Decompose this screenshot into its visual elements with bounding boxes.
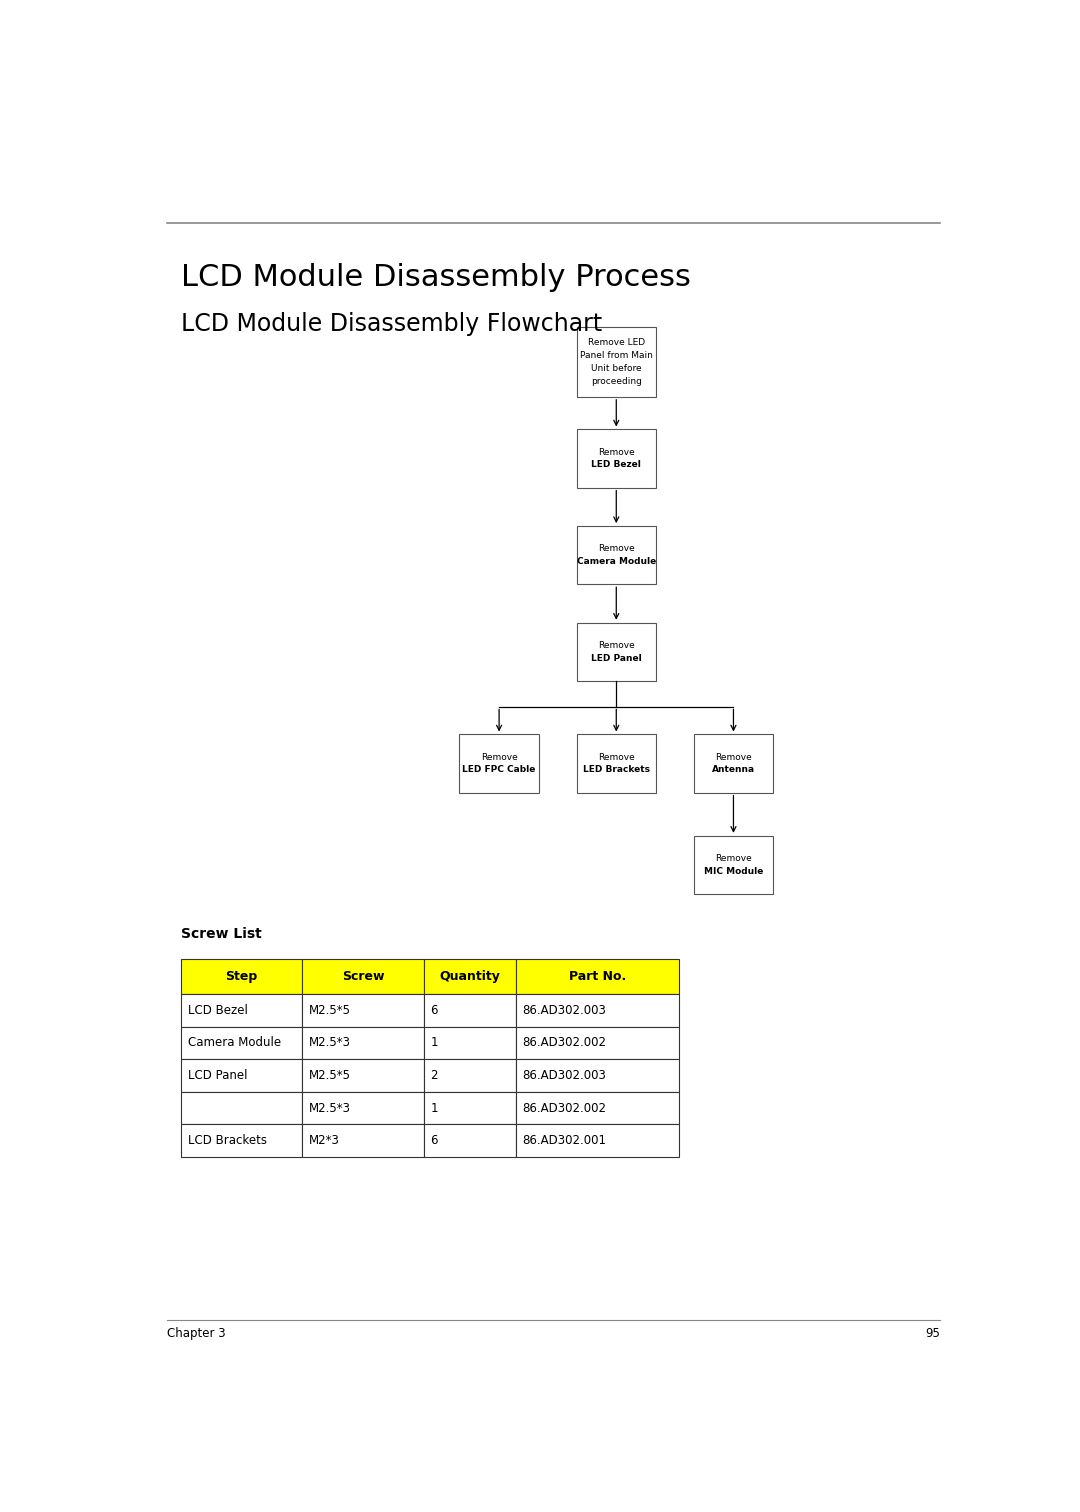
Bar xyxy=(423,993,516,1027)
Text: Antenna: Antenna xyxy=(712,765,755,774)
Bar xyxy=(302,959,423,993)
Text: Quantity: Quantity xyxy=(440,971,500,983)
Bar xyxy=(423,1060,516,1092)
Text: proceeding: proceeding xyxy=(591,376,642,386)
Bar xyxy=(516,1125,679,1157)
Text: 6: 6 xyxy=(431,1134,438,1148)
Text: 86.AD302.002: 86.AD302.002 xyxy=(523,1037,607,1049)
Text: 86.AD302.003: 86.AD302.003 xyxy=(523,1004,606,1018)
Bar xyxy=(577,526,656,584)
Bar xyxy=(302,1060,423,1092)
Bar xyxy=(516,1092,679,1125)
Text: MIC Module: MIC Module xyxy=(704,866,764,875)
Text: Remove: Remove xyxy=(481,753,517,762)
Text: Part No.: Part No. xyxy=(569,971,626,983)
Text: Screw: Screw xyxy=(342,971,384,983)
Bar xyxy=(423,1027,516,1060)
Text: 86.AD302.001: 86.AD302.001 xyxy=(523,1134,607,1148)
Bar xyxy=(423,1092,516,1125)
Bar xyxy=(423,1125,516,1157)
Text: LCD Module Disassembly Process: LCD Module Disassembly Process xyxy=(181,263,691,292)
Bar xyxy=(693,836,773,894)
Text: Panel from Main: Panel from Main xyxy=(580,351,652,360)
Bar xyxy=(577,327,656,396)
Text: Chapter 3: Chapter 3 xyxy=(166,1328,226,1340)
Bar xyxy=(516,1027,679,1060)
Bar xyxy=(577,623,656,680)
Bar xyxy=(181,1092,302,1125)
Text: Remove: Remove xyxy=(598,753,635,762)
Text: M2.5*5: M2.5*5 xyxy=(309,1069,351,1083)
Bar xyxy=(181,1027,302,1060)
Bar xyxy=(181,1060,302,1092)
Text: Screw List: Screw List xyxy=(181,927,261,940)
Bar xyxy=(459,735,539,792)
Text: 2: 2 xyxy=(431,1069,438,1083)
Text: LCD Module Disassembly Flowchart: LCD Module Disassembly Flowchart xyxy=(181,311,603,336)
Text: M2.5*5: M2.5*5 xyxy=(309,1004,351,1018)
Text: M2.5*3: M2.5*3 xyxy=(309,1102,351,1114)
Text: M2.5*3: M2.5*3 xyxy=(309,1037,351,1049)
Text: M2*3: M2*3 xyxy=(309,1134,340,1148)
Text: Camera Module: Camera Module xyxy=(188,1037,281,1049)
Text: Remove: Remove xyxy=(598,641,635,650)
Text: 1: 1 xyxy=(431,1102,438,1114)
Bar xyxy=(516,1060,679,1092)
Text: LCD Bezel: LCD Bezel xyxy=(188,1004,247,1018)
Text: 86.AD302.003: 86.AD302.003 xyxy=(523,1069,606,1083)
Bar xyxy=(302,993,423,1027)
Text: Remove: Remove xyxy=(715,753,752,762)
Text: 95: 95 xyxy=(926,1328,941,1340)
Text: 86.AD302.002: 86.AD302.002 xyxy=(523,1102,607,1114)
Bar xyxy=(516,993,679,1027)
Text: Remove: Remove xyxy=(598,544,635,553)
Text: LED FPC Cable: LED FPC Cable xyxy=(462,765,536,774)
Bar xyxy=(181,959,302,993)
Text: Remove LED: Remove LED xyxy=(588,339,645,348)
Bar xyxy=(181,993,302,1027)
Text: LCD Panel: LCD Panel xyxy=(188,1069,247,1083)
Text: Unit before: Unit before xyxy=(591,364,642,373)
Bar xyxy=(423,959,516,993)
Text: Remove: Remove xyxy=(715,854,752,863)
Bar xyxy=(302,1092,423,1125)
Text: LCD Brackets: LCD Brackets xyxy=(188,1134,267,1148)
Text: LED Bezel: LED Bezel xyxy=(592,461,642,469)
Text: 6: 6 xyxy=(431,1004,438,1018)
Bar xyxy=(181,1125,302,1157)
Bar xyxy=(577,735,656,792)
Text: LED Panel: LED Panel xyxy=(591,653,642,662)
Bar xyxy=(577,429,656,488)
Text: Remove: Remove xyxy=(598,448,635,457)
Bar xyxy=(516,959,679,993)
Text: 1: 1 xyxy=(431,1037,438,1049)
Bar xyxy=(693,735,773,792)
Text: LED Brackets: LED Brackets xyxy=(583,765,650,774)
Bar xyxy=(302,1027,423,1060)
Text: Step: Step xyxy=(226,971,258,983)
Text: Camera Module: Camera Module xyxy=(577,556,656,565)
Bar xyxy=(302,1125,423,1157)
